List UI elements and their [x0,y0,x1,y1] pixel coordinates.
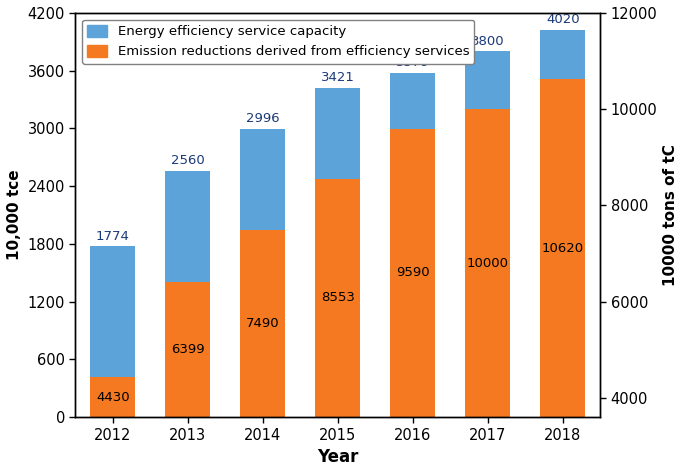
Bar [90,246,136,377]
Text: 4430: 4430 [96,391,129,403]
Text: 3800: 3800 [471,35,505,48]
Bar [390,73,436,129]
Y-axis label: 10,000 tce: 10,000 tce [7,170,22,260]
Bar [165,171,210,282]
Text: 7490: 7490 [246,317,279,330]
Text: 6399: 6399 [171,343,205,356]
Text: 2560: 2560 [171,154,205,167]
Text: 10620: 10620 [542,242,584,255]
Bar [390,129,436,417]
Text: 8553: 8553 [321,291,355,305]
Text: 3421: 3421 [321,71,355,84]
Bar [465,109,510,417]
Legend: Energy efficiency service capacity, Emission reductions derived from efficiency : Energy efficiency service capacity, Emis… [82,19,475,63]
X-axis label: Year: Year [317,448,358,466]
Bar [90,377,136,417]
Bar [315,179,360,417]
Y-axis label: 10000 tons of tC: 10000 tons of tC [663,144,678,286]
Bar [315,88,360,179]
Bar [540,30,585,79]
Text: 4020: 4020 [546,13,580,26]
Text: 2996: 2996 [246,112,279,125]
Bar [165,282,210,417]
Bar [465,52,510,109]
Bar [240,230,286,417]
Bar [540,79,585,417]
Bar [240,129,286,230]
Text: 10000: 10000 [466,257,509,270]
Text: 1774: 1774 [96,229,129,243]
Text: 3579: 3579 [396,56,429,69]
Text: 9590: 9590 [396,266,429,280]
